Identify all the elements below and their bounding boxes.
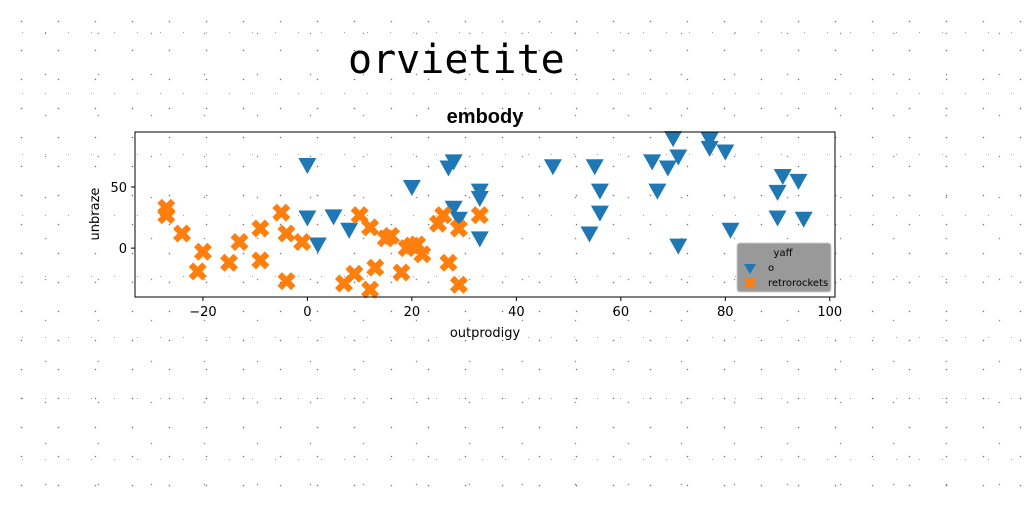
data-point-retrorockets [277, 224, 295, 242]
legend-title: yaff [774, 248, 794, 259]
data-point-o [669, 239, 687, 255]
data-point-retrorockets [230, 233, 248, 251]
data-point-retrorockets [272, 204, 290, 222]
y-tick-label: 50 [110, 181, 127, 196]
x-tick-label: 0 [303, 305, 311, 320]
data-point-retrorockets [293, 233, 311, 251]
data-point-o [325, 209, 343, 225]
data-point-retrorockets [277, 272, 295, 290]
x-tick-label: 40 [508, 305, 525, 320]
data-point-o [795, 212, 813, 228]
data-point-retrorockets [345, 265, 363, 283]
data-point-o [586, 159, 604, 175]
chart-title: embody [447, 106, 525, 128]
data-point-retrorockets [361, 281, 379, 299]
data-point-o [591, 184, 609, 200]
x-tick-label: −20 [189, 305, 216, 320]
data-point-o [580, 226, 598, 242]
plot-points [157, 131, 812, 299]
data-point-o [716, 145, 734, 161]
data-point-o [544, 159, 562, 175]
data-point-retrorockets [189, 262, 207, 280]
data-point-retrorockets [251, 251, 269, 269]
x-tick-label: 60 [613, 305, 630, 320]
data-point-o [591, 206, 609, 222]
data-point-o [471, 231, 489, 247]
data-point-o [769, 185, 787, 201]
x-tick-label: 100 [817, 305, 842, 320]
data-point-o [722, 223, 740, 239]
data-point-retrorockets [173, 224, 191, 242]
plot-area-frame [135, 132, 835, 297]
data-point-retrorockets [361, 218, 379, 236]
data-point-o [298, 211, 316, 227]
data-point-retrorockets [392, 264, 410, 282]
data-point-o [340, 223, 358, 239]
data-point-o [789, 174, 807, 190]
data-point-o [471, 191, 489, 207]
data-point-o [309, 237, 327, 253]
data-point-o [701, 141, 719, 157]
data-point-o [298, 158, 316, 174]
x-axis: −20 0 20 40 60 80 100 [189, 297, 842, 320]
y-tick-label: 0 [119, 242, 127, 257]
data-point-o [648, 184, 666, 200]
data-point-o [769, 211, 787, 227]
data-point-o [403, 180, 421, 196]
data-point-retrorockets [194, 243, 212, 261]
data-point-o [774, 169, 792, 185]
x-tick-label: 80 [717, 305, 734, 320]
data-point-o [643, 154, 661, 170]
data-point-retrorockets [450, 276, 468, 294]
data-point-retrorockets [220, 254, 238, 272]
x-tick-label: 20 [404, 305, 421, 320]
data-point-retrorockets [471, 206, 489, 224]
data-point-retrorockets [251, 220, 269, 238]
y-axis-label: unbraze [88, 188, 103, 241]
x-axis-label: outprodigy [450, 326, 521, 341]
data-point-o [659, 160, 677, 176]
data-point-retrorockets [439, 254, 457, 272]
legend-label-retrorockets: retrorockets [768, 278, 828, 289]
legend: yaff o retrorockets [737, 243, 831, 292]
y-axis: 0 50 [110, 181, 135, 257]
legend-label-o: o [768, 263, 774, 274]
data-point-retrorockets [366, 259, 384, 277]
data-point-o [664, 131, 682, 147]
